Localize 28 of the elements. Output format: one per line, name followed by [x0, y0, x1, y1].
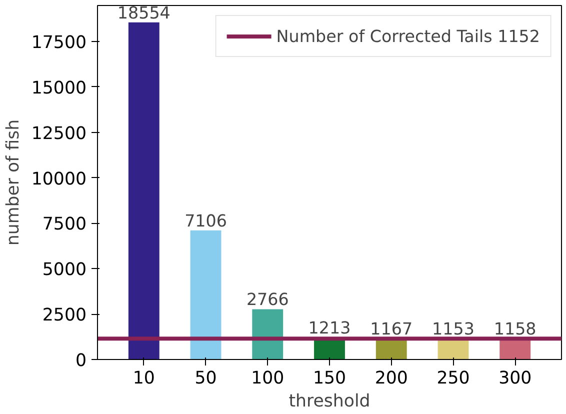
bar	[128, 22, 160, 360]
data-label: 7106	[184, 211, 227, 230]
legend-label: Number of Corrected Tails 1152	[276, 26, 540, 46]
x-axis-title: threshold	[288, 392, 370, 412]
y-tick-label: 10000	[31, 169, 86, 190]
y-tick-label: 7500	[42, 214, 87, 235]
x-tick-label: 100	[251, 368, 284, 388]
x-tick-label: 10	[132, 368, 155, 388]
data-label: 1153	[432, 320, 474, 339]
bar	[252, 309, 284, 360]
data-label: 2766	[246, 290, 289, 310]
x-tick-label: 200	[374, 368, 408, 388]
x-tick-label: 150	[312, 368, 346, 388]
x-tick-label: 250	[436, 368, 470, 388]
bar	[190, 230, 222, 360]
y-axis-title: number of fish	[3, 119, 24, 246]
y-tick-label: 17500	[31, 33, 86, 54]
y-tick-label: 15000	[31, 78, 86, 98]
x-tick-label: 300	[498, 368, 532, 388]
y-tick-label: 2500	[42, 306, 87, 326]
data-label: 1158	[494, 319, 536, 338]
y-tick-label: 0	[75, 351, 87, 371]
data-label: 18554	[117, 3, 170, 22]
x-tick-label: 50	[194, 368, 217, 388]
y-tick-label: 12500	[31, 124, 86, 144]
data-label: 1167	[370, 319, 413, 338]
y-tick-label: 5000	[42, 260, 87, 280]
data-label: 1213	[308, 318, 351, 338]
